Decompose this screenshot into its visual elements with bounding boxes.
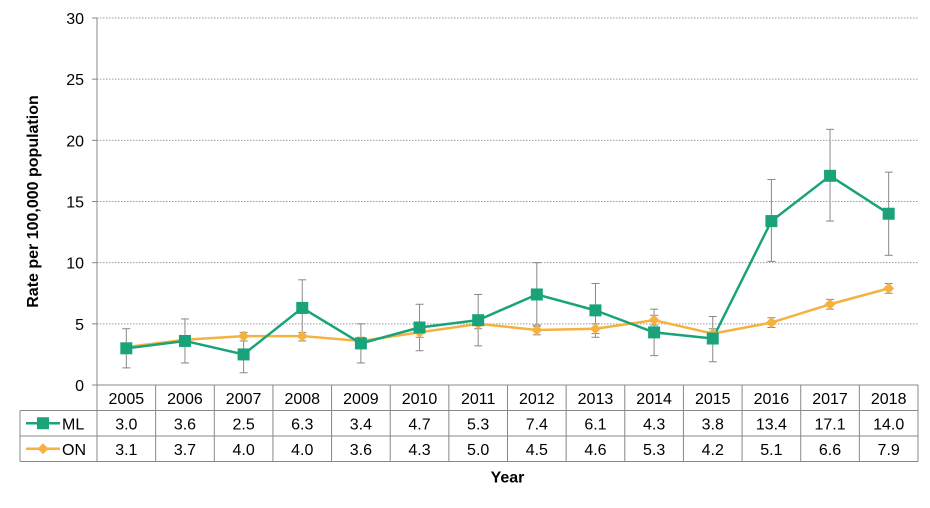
data-point-on xyxy=(765,317,777,329)
x-tick-label: 2013 xyxy=(578,391,614,408)
y-axis-title: Rate per 100,000 population xyxy=(25,95,42,308)
x-tick-label: 2015 xyxy=(695,391,731,408)
data-label-on: 4.3 xyxy=(408,442,430,459)
data-point-on xyxy=(296,330,308,342)
data-point-ml xyxy=(530,288,543,301)
data-label-on: 5.3 xyxy=(643,442,665,459)
data-point-ml xyxy=(824,169,837,182)
data-point-ml xyxy=(413,321,426,334)
data-point-ml xyxy=(237,348,250,361)
data-table: 2005 2006 2007 2008 2009 2010 2011 2012 2013 2014… xyxy=(19,384,919,462)
data-label-on: 4.2 xyxy=(702,442,724,459)
data-label-on: 6.6 xyxy=(819,442,841,459)
data-label-ml: 13.4 xyxy=(756,416,787,433)
data-label-ml: 3.6 xyxy=(174,416,196,433)
data-point-on xyxy=(589,323,601,335)
data-label-on: 3.1 xyxy=(115,442,137,459)
data-point-ml xyxy=(706,332,719,345)
x-tick-label: 2009 xyxy=(343,391,379,408)
data-point-on xyxy=(824,298,836,310)
data-point-ml xyxy=(765,215,778,228)
legend-marker-ml xyxy=(37,417,49,430)
data-point-ml xyxy=(472,314,485,327)
legend-marker-on xyxy=(37,443,49,455)
x-tick-label: 2018 xyxy=(871,391,907,408)
data-label-ml: 14.0 xyxy=(873,416,904,433)
data-label-ml: 6.3 xyxy=(291,416,313,433)
data-label-on: 4.5 xyxy=(526,442,548,459)
gridlines xyxy=(97,17,918,325)
series-line-on xyxy=(126,287,890,349)
data-label-on: 4.0 xyxy=(291,442,313,459)
data-label-on: 5.0 xyxy=(467,442,489,459)
y-axis: 0 5 10 15 20 25 30 xyxy=(66,11,98,395)
data-label-on: 4.0 xyxy=(232,442,254,459)
data-label-ml: 3.8 xyxy=(702,416,724,433)
data-label-ml: 4.3 xyxy=(643,416,665,433)
data-label-ml: 7.4 xyxy=(526,416,548,433)
x-tick-label: 2008 xyxy=(284,391,320,408)
data-point-ml xyxy=(648,326,661,339)
x-tick-label: 2016 xyxy=(754,391,790,408)
x-tick-label: 2011 xyxy=(461,391,496,408)
data-point-ml xyxy=(882,207,895,220)
series-line-ml xyxy=(126,174,890,356)
data-point-on xyxy=(238,330,250,342)
data-label-on: 5.1 xyxy=(760,442,782,459)
data-point-on xyxy=(531,324,543,336)
legend-label-on: ON xyxy=(62,442,86,459)
data-label-ml: 3.4 xyxy=(350,416,372,433)
x-tick-label: 2006 xyxy=(167,391,203,408)
x-axis-title: Year xyxy=(491,470,525,487)
y-tick-label: 15 xyxy=(66,195,84,212)
x-tick-label: 2005 xyxy=(109,391,145,408)
data-label-on: 7.9 xyxy=(878,442,900,459)
data-point-on xyxy=(883,282,895,294)
data-label-on: 4.6 xyxy=(584,442,606,459)
data-label-ml: 6.1 xyxy=(584,416,606,433)
y-tick-label: 5 xyxy=(75,317,84,334)
data-point-ml xyxy=(120,342,133,355)
data-label-ml: 5.3 xyxy=(467,416,489,433)
data-point-ml xyxy=(296,301,309,314)
y-tick-label: 20 xyxy=(66,133,84,150)
legend-label-ml: ML xyxy=(62,416,84,433)
data-point-ml xyxy=(589,304,602,317)
x-tick-label: 2014 xyxy=(636,391,672,408)
x-tick-label: 2007 xyxy=(226,391,262,408)
data-label-ml: 2.5 xyxy=(232,416,254,433)
data-label-on: 3.6 xyxy=(350,442,372,459)
data-label-ml: 4.7 xyxy=(408,416,430,433)
y-tick-label: 25 xyxy=(66,72,84,89)
data-label-ml: 17.1 xyxy=(814,416,845,433)
y-tick-label: 10 xyxy=(66,256,84,273)
y-tick-label: 0 xyxy=(75,378,84,395)
data-point-on xyxy=(648,314,660,326)
data-label-on: 3.7 xyxy=(174,442,196,459)
series-lines xyxy=(126,174,890,356)
x-tick-label: 2017 xyxy=(812,391,848,408)
x-tick-label: 2010 xyxy=(402,391,438,408)
y-tick-label: 30 xyxy=(66,11,84,28)
data-point-ml xyxy=(178,334,191,347)
data-point-ml xyxy=(354,337,367,350)
x-tick-label: 2012 xyxy=(519,391,555,408)
data-label-ml: 3.0 xyxy=(115,416,137,433)
series-markers xyxy=(120,169,895,361)
